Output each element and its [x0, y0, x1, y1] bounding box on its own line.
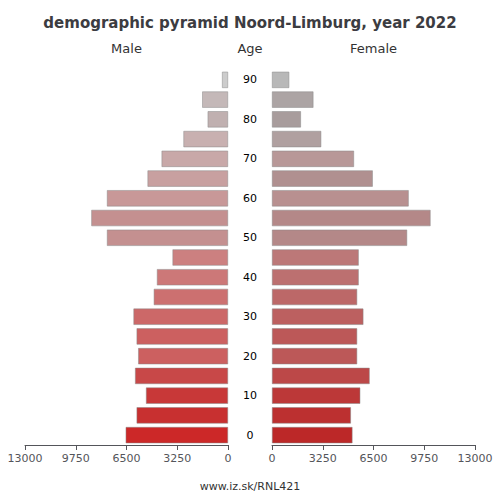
svg-text:40: 40	[243, 271, 257, 284]
svg-text:13000: 13000	[458, 452, 493, 465]
svg-text:70: 70	[243, 152, 257, 165]
svg-text:6500: 6500	[113, 452, 141, 465]
svg-text:3250: 3250	[309, 452, 337, 465]
svg-text:0: 0	[225, 452, 232, 465]
svg-text:Age: Age	[237, 41, 262, 56]
svg-text:90: 90	[243, 73, 257, 86]
svg-text:3250: 3250	[163, 452, 191, 465]
svg-text:50: 50	[243, 231, 257, 244]
svg-text:9750: 9750	[410, 452, 438, 465]
svg-text:60: 60	[243, 192, 257, 205]
svg-text:6500: 6500	[360, 452, 388, 465]
svg-text:20: 20	[243, 350, 257, 363]
svg-text:demographic pyramid Noord-Limb: demographic pyramid Noord-Limburg, year …	[43, 14, 456, 32]
svg-text:0: 0	[247, 429, 254, 442]
svg-text:10: 10	[243, 389, 257, 402]
svg-text:13000: 13000	[8, 452, 43, 465]
svg-text:9750: 9750	[62, 452, 90, 465]
svg-text:0: 0	[269, 452, 276, 465]
svg-text:80: 80	[243, 113, 257, 126]
svg-text:Female: Female	[350, 41, 397, 56]
svg-text:30: 30	[243, 310, 257, 323]
svg-text:www.iz.sk/RNL421: www.iz.sk/RNL421	[200, 480, 301, 493]
svg-text:Male: Male	[111, 41, 142, 56]
